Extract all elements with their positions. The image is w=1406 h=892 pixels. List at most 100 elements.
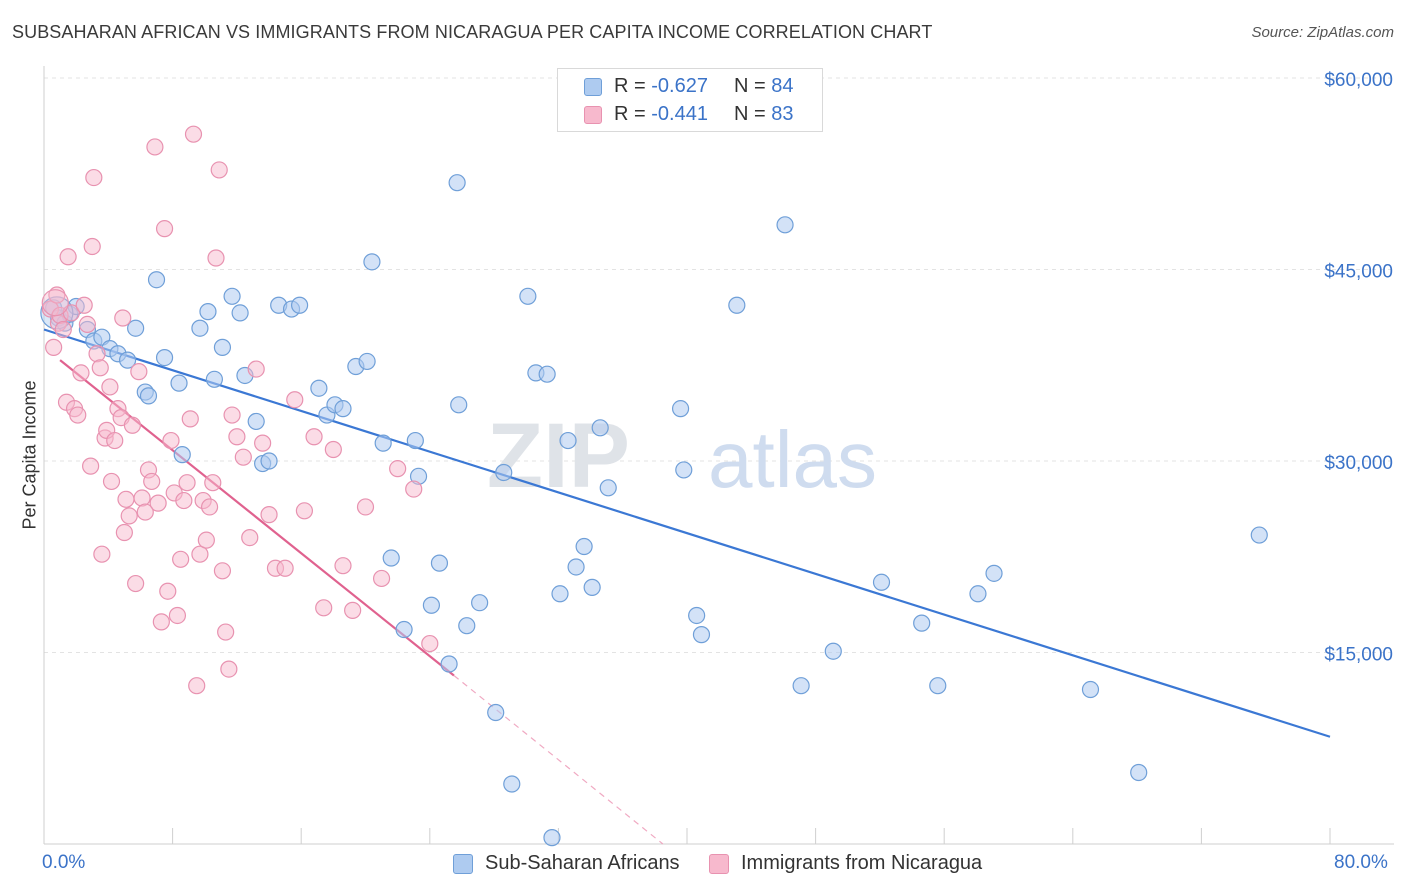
point-nicaragua-68 [260, 506, 278, 524]
point-sub-saharan-18 [191, 319, 209, 337]
point-nicaragua-49 [181, 410, 199, 428]
point-nicaragua-58 [210, 161, 228, 179]
point-sub-saharan-79 [1250, 526, 1268, 544]
legend-r-blue: R = -0.627 [614, 75, 708, 97]
point-nicaragua-72 [295, 502, 314, 520]
point-sub-saharan-70 [792, 677, 810, 695]
legend-r-pink: R = -0.441 [614, 103, 708, 125]
point-sub-saharan-65 [675, 461, 693, 479]
chart-title: SUBSAHARAN AFRICAN VS IMMIGRANTS FROM NI… [12, 22, 933, 42]
point-sub-saharan-16 [170, 374, 188, 392]
point-sub-saharan-56 [543, 829, 561, 847]
point-nicaragua-62 [223, 406, 241, 424]
point-nicaragua-71 [286, 391, 304, 409]
point-nicaragua-40 [152, 613, 170, 631]
point-sub-saharan-72 [872, 573, 891, 591]
point-nicaragua-74 [315, 599, 333, 617]
point-sub-saharan-78 [1130, 763, 1148, 782]
point-nicaragua-18 [91, 359, 109, 377]
point-sub-saharan-19 [199, 303, 217, 321]
point-nicaragua-43 [162, 431, 180, 450]
point-nicaragua-37 [143, 472, 161, 491]
point-sub-saharan-41 [406, 431, 424, 450]
y-tick-labels: $15,000 $30,000 $45,000 $60,000 [1324, 70, 1393, 666]
legend-row-pink: R = -0.441 N = 83 [558, 100, 822, 128]
point-nicaragua-39 [149, 494, 167, 512]
legend-swatch-pink [584, 106, 602, 124]
trend-line-sub-saharan-africans [43, 328, 1331, 738]
point-nicaragua-cluster [41, 289, 69, 317]
correlation-legend: R = -0.627 N = 84 R = -0.441 N = 83 [557, 68, 823, 132]
point-sub-saharan-57 [551, 585, 569, 603]
y-axis-title: Per Capita Income [19, 380, 40, 530]
point-sub-saharan-75 [969, 585, 987, 603]
point-sub-saharan-38 [374, 434, 392, 452]
point-sub-saharan-45 [440, 655, 458, 673]
point-nicaragua-73 [305, 428, 323, 446]
legend-swatch-blue [584, 78, 602, 96]
point-sub-saharan-21 [213, 338, 232, 356]
point-nicaragua-64 [234, 448, 252, 466]
point-nicaragua-59 [213, 562, 232, 580]
point-nicaragua-34 [133, 489, 151, 507]
point-nicaragua-81 [405, 480, 423, 498]
point-nicaragua-52 [191, 545, 209, 563]
point-nicaragua-14 [82, 457, 100, 475]
point-sub-saharan-15 [155, 348, 174, 367]
point-sub-saharan-17 [173, 446, 191, 464]
point-nicaragua-33 [130, 363, 148, 381]
point-nicaragua-79 [372, 569, 391, 588]
point-sub-saharan-20 [205, 370, 223, 388]
point-nicaragua-47 [175, 491, 193, 510]
point-sub-saharan-47 [450, 396, 468, 414]
point-sub-saharan-61 [583, 578, 601, 596]
point-sub-saharan-63 [599, 479, 617, 497]
point-nicaragua-27 [114, 309, 132, 327]
point-nicaragua-48 [178, 474, 196, 492]
point-nicaragua-70 [276, 559, 294, 577]
point-sub-saharan-37 [363, 253, 381, 271]
point-sub-saharan-73 [913, 614, 931, 632]
point-sub-saharan-34 [334, 400, 352, 418]
point-sub-saharan-53 [519, 287, 537, 305]
point-nicaragua-5 [54, 320, 72, 339]
legend-n-pink: N = 83 [734, 103, 794, 125]
point-nicaragua-29 [117, 490, 135, 508]
point-sub-saharan-49 [471, 594, 489, 612]
y-tick-label-0: $15,000 [1324, 645, 1393, 666]
point-nicaragua-45 [168, 606, 187, 625]
x-tick-label-min: 0.0% [42, 852, 86, 873]
point-sub-saharan-60 [575, 537, 593, 556]
point-sub-saharan-74 [929, 677, 947, 695]
point-sub-saharan-10 [118, 351, 137, 369]
point-nicaragua-22 [101, 378, 119, 396]
point-nicaragua-35 [136, 503, 154, 521]
point-nicaragua-65 [241, 528, 259, 547]
point-sub-saharan-62 [591, 419, 609, 437]
bottom-legend-swatch-blue [453, 854, 473, 874]
point-nicaragua-76 [334, 557, 352, 575]
point-sub-saharan-39 [382, 549, 400, 567]
point-sub-saharan-31 [310, 379, 328, 397]
y-tick-label-2: $45,000 [1324, 262, 1393, 283]
point-nicaragua-12 [75, 296, 93, 314]
point-sub-saharan-59 [567, 558, 585, 576]
point-nicaragua-24 [106, 431, 124, 450]
point-sub-saharan-69 [776, 216, 794, 234]
point-nicaragua-82 [421, 634, 439, 653]
bottom-legend-label-blue: Sub-Saharan Africans [485, 852, 680, 874]
point-nicaragua-60 [217, 623, 235, 641]
point-nicaragua-61 [220, 660, 238, 678]
point-sub-saharan-66 [688, 606, 706, 625]
point-nicaragua-17 [88, 345, 106, 363]
point-nicaragua-66 [247, 360, 265, 378]
point-sub-saharan-48 [458, 617, 476, 635]
series-sub-saharan-africans [40, 174, 1268, 847]
axes [43, 66, 1394, 845]
point-nicaragua-1 [45, 338, 63, 356]
point-nicaragua-80 [389, 460, 407, 478]
point-sub-saharan-51 [495, 463, 513, 482]
point-nicaragua-50 [184, 125, 203, 143]
point-nicaragua-13 [78, 315, 97, 333]
